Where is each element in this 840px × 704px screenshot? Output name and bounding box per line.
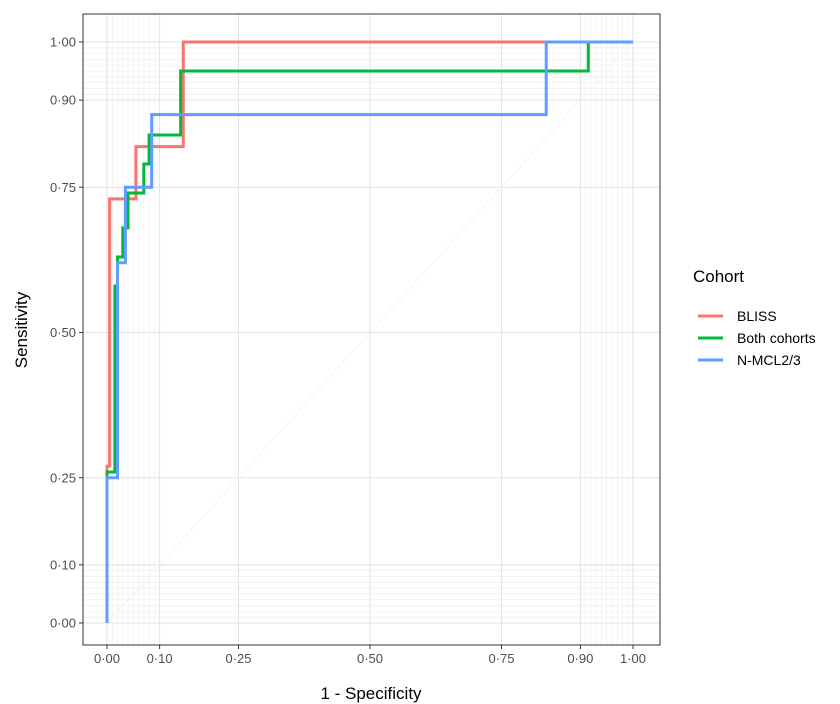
plot-border [82, 13, 661, 646]
legend-label-2: Both cohorts [737, 330, 816, 346]
y-tick-label: 0·50 [50, 325, 76, 340]
x-tick-label: 0·90 [567, 651, 593, 666]
y-tick-label: 0·75 [50, 180, 76, 195]
y-tick-label: 0·90 [50, 93, 76, 108]
legend-label-1: BLISS [737, 308, 777, 324]
diagonal-reference-line [106, 41, 634, 624]
legend: Cohort BLISS Both cohorts N-MCL2/3 [693, 267, 816, 368]
legend-title: Cohort [693, 267, 744, 286]
x-tick-label: 0·00 [94, 651, 120, 666]
y-axis-ticks: 0·00 0·10 0·25 0·50 0·75 0·90 1·00 [50, 35, 83, 631]
x-tick-label: 1·00 [620, 651, 646, 666]
minor-grid [83, 14, 660, 645]
legend-label-3: N-MCL2/3 [737, 352, 801, 368]
y-tick-label: 0·25 [50, 470, 76, 485]
x-tick-label: 0·50 [357, 651, 383, 666]
x-axis-ticks: 0·00 0·10 0·25 0·50 0·75 0·90 1·00 [94, 645, 646, 666]
plot-panel [82, 13, 661, 646]
x-tick-label: 0·25 [225, 651, 251, 666]
x-tick-label: 0·10 [147, 651, 173, 666]
roc-curve-1 [105, 40, 633, 623]
y-axis-title: Sensitivity [12, 291, 31, 368]
y-tick-label: 1·00 [50, 35, 76, 50]
y-tick-label: 0·00 [50, 616, 76, 631]
roc-curve-3 [105, 40, 633, 623]
x-tick-label: 0·75 [488, 651, 514, 666]
y-tick-label: 0·10 [50, 557, 76, 572]
roc-curves [105, 40, 633, 623]
x-axis-title: 1 - Specificity [320, 684, 422, 703]
roc-curve-2 [105, 40, 633, 623]
legend-items: BLISS Both cohorts N-MCL2/3 [698, 308, 816, 368]
